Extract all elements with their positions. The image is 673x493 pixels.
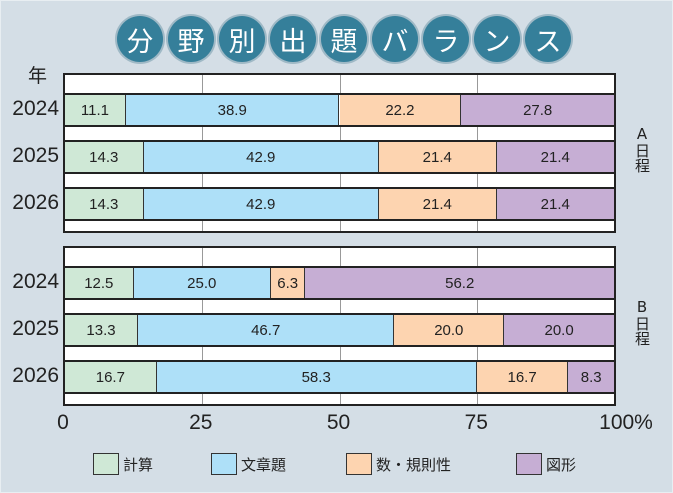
group-label-b: B日程 bbox=[633, 298, 651, 346]
data-label: 11.1 bbox=[80, 101, 110, 119]
title-char: 別 bbox=[219, 16, 265, 62]
bar-segment-計算: 12.5 bbox=[65, 268, 134, 298]
data-label: 21.4 bbox=[422, 148, 452, 166]
title-char: ラ bbox=[423, 16, 469, 62]
panel-b: 12.5 25.0 6.3 56.2 13.3 46.7 20.0 20.0 16.7 58.3 1… bbox=[63, 246, 616, 406]
title-char: 出 bbox=[270, 16, 316, 62]
legend-item: 文章題 bbox=[211, 453, 286, 475]
data-label: 42.9 bbox=[246, 148, 276, 166]
data-label: 14.3 bbox=[89, 148, 119, 166]
data-label: 21.4 bbox=[540, 148, 570, 166]
bar-segment-数・規則性: 21.4 bbox=[379, 189, 497, 219]
data-label: 12.5 bbox=[84, 274, 114, 292]
bar-segment-文章題: 38.9 bbox=[125, 95, 340, 125]
bar-segment-計算: 11.1 bbox=[65, 95, 126, 125]
group-label-a: A日程 bbox=[633, 125, 651, 173]
legend-item: 図形 bbox=[516, 453, 576, 475]
legend-label: 文章題 bbox=[241, 455, 287, 474]
bar-segment-文章題: 42.9 bbox=[143, 189, 380, 219]
chart-title: 分野別出題バランス bbox=[117, 16, 574, 62]
bar-segment-数・規則性: 6.3 bbox=[270, 268, 306, 298]
stacked-bar: 14.3 42.9 21.4 21.4 bbox=[65, 140, 614, 174]
legend-label: 図形 bbox=[546, 455, 577, 474]
legend-swatch bbox=[93, 453, 119, 475]
x-tick-label: 100% bbox=[599, 411, 653, 434]
x-tick-label: 0 bbox=[57, 411, 69, 434]
data-label: 21.4 bbox=[422, 195, 452, 213]
data-label: 56.2 bbox=[445, 274, 475, 292]
bar-segment-文章題: 58.3 bbox=[156, 362, 477, 392]
bar-segment-数・規則性: 22.2 bbox=[339, 95, 462, 125]
bar-segment-文章題: 25.0 bbox=[133, 268, 271, 298]
legend-label: 計算 bbox=[123, 455, 154, 474]
bar-segment-図形: 20.0 bbox=[504, 315, 614, 345]
data-label: 14.3 bbox=[89, 195, 119, 213]
title-char: 題 bbox=[321, 16, 367, 62]
year-label: 2025 bbox=[12, 317, 59, 340]
data-label: 22.2 bbox=[385, 101, 415, 119]
legend-item: 計算 bbox=[93, 453, 153, 475]
data-label: 16.7 bbox=[95, 368, 125, 386]
x-tick-label: 75 bbox=[464, 411, 488, 434]
bar-segment-図形: 21.4 bbox=[496, 142, 614, 172]
bar-segment-数・規則性: 21.4 bbox=[379, 142, 497, 172]
data-label: 20.0 bbox=[544, 321, 574, 339]
bar-segment-図形: 27.8 bbox=[461, 95, 614, 125]
y-axis-label: 年 bbox=[28, 65, 48, 87]
x-tick-label: 50 bbox=[326, 411, 351, 434]
bar-segment-計算: 14.3 bbox=[65, 142, 144, 172]
bar-segment-図形: 56.2 bbox=[305, 268, 614, 298]
year-label: 2024 bbox=[12, 270, 59, 293]
title-char: ス bbox=[525, 16, 571, 62]
title-char: バ bbox=[372, 16, 418, 62]
bar-segment-数・規則性: 16.7 bbox=[476, 362, 569, 392]
data-label: 13.3 bbox=[86, 321, 116, 339]
data-label: 21.4 bbox=[540, 195, 570, 213]
bar-segment-計算: 13.3 bbox=[65, 315, 139, 345]
data-label: 38.9 bbox=[217, 101, 247, 119]
bar-segment-図形: 21.4 bbox=[496, 189, 614, 219]
stacked-bar: 16.7 58.3 16.7 8.3 bbox=[65, 360, 614, 394]
stacked-bar: 12.5 25.0 6.3 56.2 bbox=[65, 266, 614, 300]
bar-segment-文章題: 46.7 bbox=[138, 315, 395, 345]
legend-item: 数・規則性 bbox=[346, 453, 451, 475]
stacked-bar: 13.3 46.7 20.0 20.0 bbox=[65, 313, 614, 347]
legend-swatch bbox=[346, 453, 372, 475]
data-label: 16.7 bbox=[507, 368, 537, 386]
bar-segment-数・規則性: 20.0 bbox=[394, 315, 505, 345]
year-label: 2026 bbox=[12, 191, 59, 214]
panel-a: 11.1 38.9 22.2 27.8 14.3 42.9 21.4 21.4 14.3 42.9… bbox=[63, 73, 616, 233]
year-label: 2026 bbox=[12, 364, 59, 387]
legend-swatch bbox=[516, 453, 542, 475]
title-char: ン bbox=[474, 16, 520, 62]
data-label: 8.3 bbox=[580, 368, 602, 386]
legend-swatch bbox=[211, 453, 237, 475]
stacked-bar: 14.3 42.9 21.4 21.4 bbox=[65, 187, 614, 221]
data-label: 25.0 bbox=[187, 274, 217, 292]
bar-segment-図形: 8.3 bbox=[568, 362, 614, 392]
title-char: 野 bbox=[168, 16, 214, 62]
year-label: 2024 bbox=[12, 97, 59, 120]
data-label: 46.7 bbox=[251, 321, 281, 339]
bar-segment-計算: 14.3 bbox=[65, 189, 144, 219]
data-label: 27.8 bbox=[523, 101, 553, 119]
data-label: 58.3 bbox=[301, 368, 331, 386]
year-label: 2025 bbox=[12, 144, 59, 167]
bar-segment-計算: 16.7 bbox=[65, 362, 157, 392]
x-tick-label: 25 bbox=[189, 411, 213, 434]
stacked-bar: 11.1 38.9 22.2 27.8 bbox=[65, 93, 614, 127]
bar-segment-文章題: 42.9 bbox=[143, 142, 380, 172]
title-char: 分 bbox=[117, 16, 163, 62]
data-label: 42.9 bbox=[246, 195, 276, 213]
data-label: 6.3 bbox=[277, 274, 299, 292]
data-label: 20.0 bbox=[434, 321, 464, 339]
legend-label: 数・規則性 bbox=[376, 455, 452, 474]
